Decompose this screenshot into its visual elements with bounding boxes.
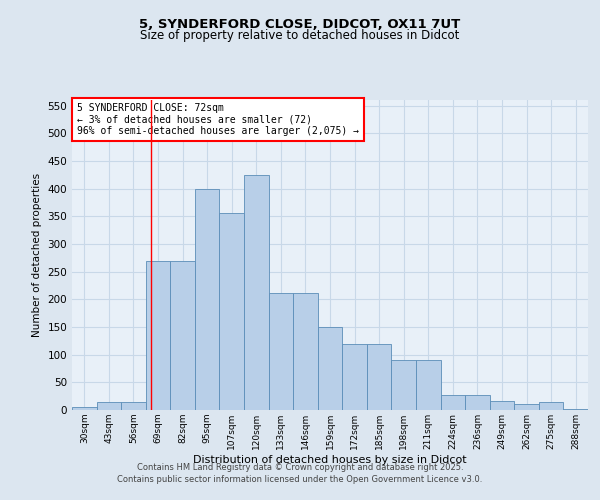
Bar <box>195 188 220 410</box>
Bar <box>490 400 514 410</box>
Bar <box>220 214 244 410</box>
Bar <box>244 174 269 410</box>
Text: Contains HM Land Registry data © Crown copyright and database right 2025.: Contains HM Land Registry data © Crown c… <box>137 464 463 472</box>
Bar <box>391 360 416 410</box>
Bar <box>146 260 170 410</box>
Bar <box>121 402 146 410</box>
Text: Contains public sector information licensed under the Open Government Licence v3: Contains public sector information licen… <box>118 475 482 484</box>
X-axis label: Distribution of detached houses by size in Didcot: Distribution of detached houses by size … <box>193 454 467 464</box>
Text: 5, SYNDERFORD CLOSE, DIDCOT, OX11 7UT: 5, SYNDERFORD CLOSE, DIDCOT, OX11 7UT <box>139 18 461 30</box>
Bar <box>293 292 318 410</box>
Bar <box>269 292 293 410</box>
Bar <box>367 344 391 410</box>
Bar <box>97 402 121 410</box>
Bar <box>514 404 539 410</box>
Text: Size of property relative to detached houses in Didcot: Size of property relative to detached ho… <box>140 29 460 42</box>
Bar <box>72 407 97 410</box>
Bar <box>465 394 490 410</box>
Bar <box>170 260 195 410</box>
Bar <box>416 360 440 410</box>
Text: 5 SYNDERFORD CLOSE: 72sqm
← 3% of detached houses are smaller (72)
96% of semi-d: 5 SYNDERFORD CLOSE: 72sqm ← 3% of detach… <box>77 103 359 136</box>
Bar <box>318 327 342 410</box>
Bar <box>342 344 367 410</box>
Bar <box>563 409 588 410</box>
Y-axis label: Number of detached properties: Number of detached properties <box>32 173 42 337</box>
Bar <box>440 394 465 410</box>
Bar <box>539 402 563 410</box>
